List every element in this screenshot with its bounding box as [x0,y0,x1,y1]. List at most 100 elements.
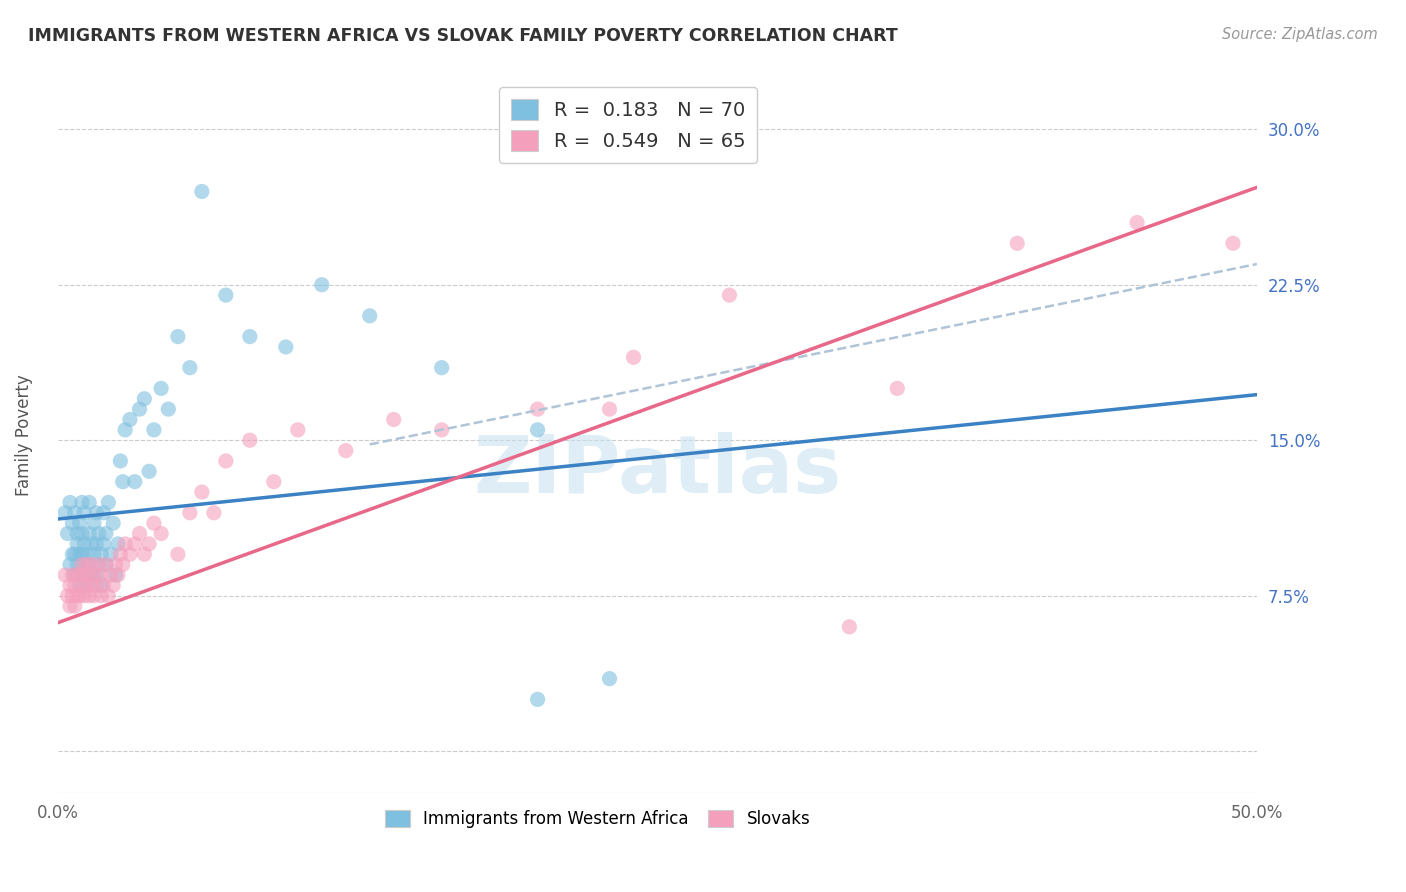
Point [239,329,262,343]
Point [215,454,238,468]
Point [87,558,110,572]
Point [142,423,165,437]
Point [335,443,357,458]
Point [107,537,129,551]
Point [382,412,405,426]
Point [104,558,127,572]
Point [118,412,141,426]
Point [90,547,112,561]
Point [73,506,96,520]
Point [87,526,110,541]
Point [83,547,105,561]
Point [77,495,100,509]
Point [59,599,82,613]
Point [66,537,89,551]
Point [157,402,180,417]
Point [60,568,83,582]
Point [150,381,173,395]
Point [76,578,98,592]
Point [86,537,108,551]
Point [623,351,645,365]
Point [59,578,82,592]
Point [128,526,150,541]
Point [80,578,103,592]
Point [167,547,190,561]
Point [114,537,136,551]
Point [63,599,86,613]
Point [526,423,548,437]
Point [886,381,908,395]
Point [77,589,100,603]
Point [60,589,83,603]
Point [90,578,112,592]
Point [359,309,381,323]
Point [239,434,262,448]
Point [70,578,93,592]
Point [70,568,93,582]
Point [124,537,146,551]
Point [77,558,100,572]
Point [526,402,548,417]
Point [53,568,76,582]
Point [100,547,122,561]
Point [114,423,136,437]
Point [66,526,89,541]
Point [53,506,76,520]
Point [134,392,156,406]
Point [526,692,548,706]
Point [63,568,86,582]
Point [138,537,160,551]
Point [274,340,297,354]
Point [118,547,141,561]
Point [69,568,91,582]
Legend: Immigrants from Western Africa, Slovaks: Immigrants from Western Africa, Slovaks [378,803,817,834]
Point [124,475,146,489]
Point [80,537,103,551]
Point [1222,236,1244,251]
Point [70,495,93,509]
Point [202,506,225,520]
Point [86,578,108,592]
Point [110,454,132,468]
Point [63,578,86,592]
Point [70,547,93,561]
Point [76,558,98,572]
Point [69,578,91,592]
Point [97,495,120,509]
Point [76,547,98,561]
Point [101,578,124,592]
Point [63,547,86,561]
Point [69,516,91,530]
Point [107,568,129,582]
Point [76,578,98,592]
Point [94,558,117,572]
Point [104,568,127,582]
Point [718,288,741,302]
Point [77,568,100,582]
Point [80,568,103,582]
Point [599,672,621,686]
Point [599,402,621,417]
Point [60,516,83,530]
Point [111,558,134,572]
Point [73,537,96,551]
Point [430,360,453,375]
Point [66,589,89,603]
Point [93,537,115,551]
Point [94,558,117,572]
Text: ZIPatlas: ZIPatlas [474,432,842,510]
Point [60,547,83,561]
Point [142,516,165,530]
Y-axis label: Family Poverty: Family Poverty [15,374,32,496]
Point [150,526,173,541]
Point [430,423,453,437]
Point [66,568,89,582]
Point [263,475,285,489]
Point [838,620,860,634]
Point [191,485,214,500]
Point [77,526,100,541]
Point [179,360,201,375]
Point [69,547,91,561]
Point [86,568,108,582]
Point [80,558,103,572]
